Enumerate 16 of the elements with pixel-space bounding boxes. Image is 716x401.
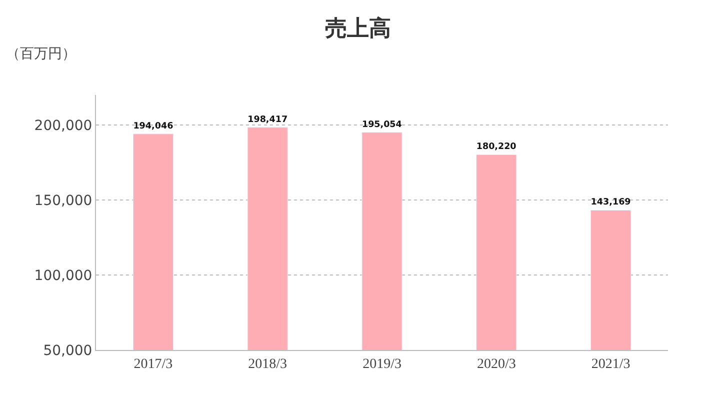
data-label: 198,417 <box>248 114 288 125</box>
y-tick-label: 150,000 <box>34 192 92 209</box>
y-axis-title: （百万円） <box>6 46 76 62</box>
y-tick-label: 100,000 <box>34 268 92 284</box>
y-tick-label: 50,000 <box>43 342 92 359</box>
x-tick-label: 2017/3 <box>134 356 173 372</box>
data-label: 194,046 <box>133 121 174 132</box>
data-label: 180,220 <box>476 142 516 152</box>
y-tick-label: 200,000 <box>34 118 92 134</box>
x-tick-label: 2019/3 <box>362 356 402 372</box>
data-label: 195,054 <box>362 120 402 130</box>
data-label: 143,169 <box>590 198 631 208</box>
x-tick-label: 2018/3 <box>248 356 288 372</box>
chart-title: 売上高 <box>325 15 391 42</box>
x-tick-label: 2021/3 <box>591 356 630 372</box>
x-tick-label: 2020/3 <box>476 356 516 372</box>
